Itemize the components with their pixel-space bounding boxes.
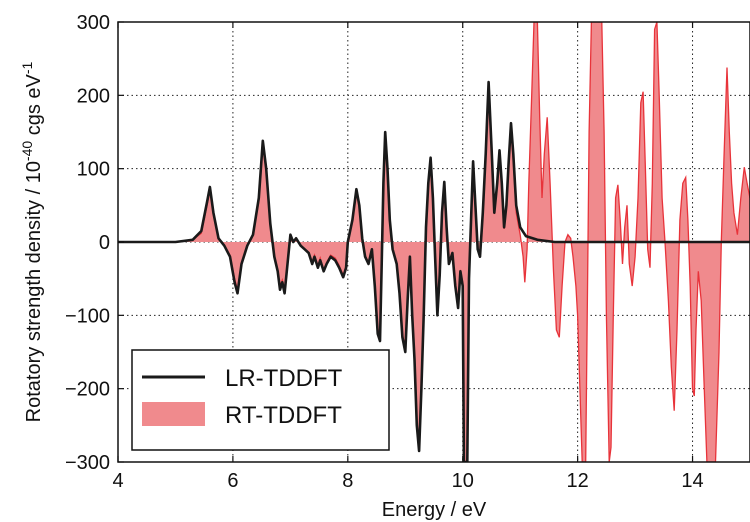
axis-ticks: 4 6 8 10 12 14 −300 −200 −100 0 100 200 300 (65, 12, 704, 492)
legend-label-rt-tddft: RT-TDDFT (225, 402, 342, 429)
x-tick-label: 14 (681, 470, 703, 492)
x-tick-label: 6 (227, 470, 238, 492)
legend: LR-TDDFT RT-TDDFT (131, 349, 390, 451)
y-tick-label: 200 (77, 85, 110, 107)
x-tick-label: 10 (452, 470, 474, 492)
x-tick-label: 8 (342, 470, 353, 492)
y-tick-label: 300 (77, 12, 110, 34)
y-tick-label: 100 (77, 159, 110, 181)
y-axis-label: Rotatory strength density / 10-40 cgs eV… (19, 61, 45, 422)
y-tick-label: −100 (65, 305, 110, 327)
data-area (118, 22, 750, 462)
y-tick-label: −300 (65, 452, 110, 474)
x-tick-label: 12 (567, 470, 589, 492)
x-tick-label: 4 (112, 470, 123, 492)
legend-box (131, 349, 390, 451)
x-axis-label: Energy / eV (382, 499, 487, 521)
y-tick-label: 0 (99, 232, 110, 254)
legend-label-lr-tddft: LR-TDDFT (225, 365, 343, 392)
legend-swatch-rt-tddft (142, 402, 205, 426)
series-line-lr-tddft (118, 80, 750, 462)
y-tick-label: −200 (65, 379, 110, 401)
